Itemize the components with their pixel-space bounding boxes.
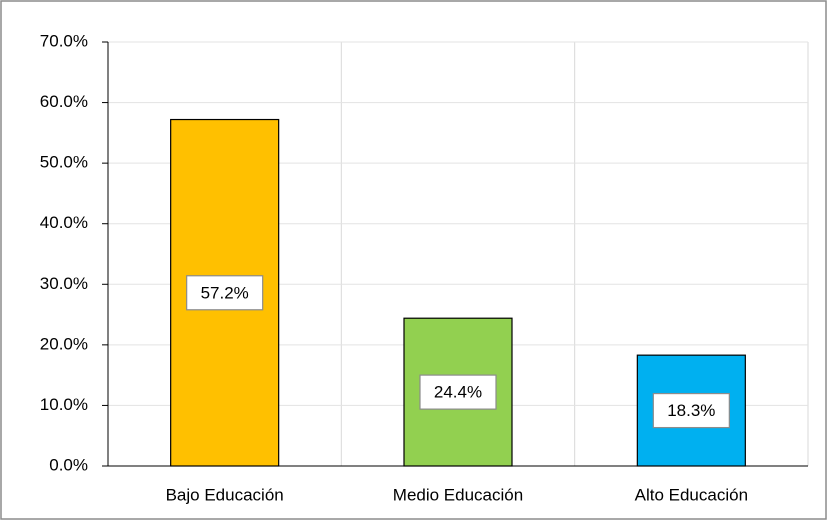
- data-label: 24.4%: [434, 383, 482, 402]
- y-tick-label: 0.0%: [49, 455, 88, 474]
- y-tick-label: 70.0%: [40, 31, 88, 50]
- y-tick-label: 30.0%: [40, 274, 88, 293]
- data-label: 57.2%: [201, 283, 249, 302]
- x-tick-label: Medio Educación: [393, 485, 523, 504]
- y-tick-label: 10.0%: [40, 395, 88, 414]
- data-label-box: [652, 392, 730, 429]
- y-tick-label: 20.0%: [40, 334, 88, 353]
- y-tick-label: 40.0%: [40, 213, 88, 232]
- data-label: 18.3%: [667, 401, 715, 420]
- x-tick-label: Alto Educación: [635, 485, 748, 504]
- x-tick-label: Bajo Educación: [166, 485, 284, 504]
- data-label-box: [419, 374, 497, 410]
- data-label-box: [186, 275, 264, 311]
- y-tick-label: 50.0%: [40, 153, 88, 172]
- y-tick-label: 60.0%: [40, 92, 88, 111]
